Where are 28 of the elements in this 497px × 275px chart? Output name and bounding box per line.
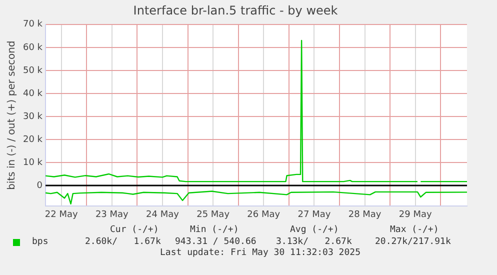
text: Cur (-/+) bbox=[110, 225, 159, 236]
y-tick-label: 10 k bbox=[22, 158, 44, 168]
x-tick-label: 22 May bbox=[44, 210, 78, 220]
x-tick-label: 26 May bbox=[247, 210, 281, 220]
x-tick-label: 25 May bbox=[196, 210, 230, 220]
text: 3.13k/ 2.67k bbox=[276, 237, 352, 248]
y-tick-label: 20 k bbox=[22, 134, 44, 145]
x-tick-label: 23 May bbox=[95, 210, 130, 220]
y-tick-label: 30 k bbox=[22, 112, 44, 122]
text: 943.31 / 540.66 bbox=[175, 237, 256, 248]
y-tick-label: 60 k bbox=[22, 42, 44, 53]
text: 20.27k/217.91k bbox=[375, 237, 451, 248]
text: Avg (-/+) bbox=[290, 225, 339, 236]
y-tick-label: 70 k bbox=[22, 20, 44, 30]
legend-label: bps bbox=[32, 237, 48, 247]
y-tick-label: 50 k bbox=[22, 66, 44, 76]
chart-title: Interface br-lan.5 traffic - by week bbox=[133, 3, 338, 18]
x-tick-label: 24 May bbox=[146, 210, 180, 220]
y-axis-title: bits in (-) / out (+) per second bbox=[6, 40, 18, 190]
y-tick-label: 0 bbox=[36, 180, 43, 191]
text: Max (-/+) bbox=[390, 225, 439, 236]
text: 2.60k/ 1.67k bbox=[85, 237, 161, 248]
text: Min (-/+) bbox=[190, 225, 239, 236]
x-tick-label: 29 May bbox=[398, 210, 432, 220]
x-tick-label: 28 May bbox=[348, 210, 382, 220]
text: Last update: Fri May 30 11:32:03 2025 bbox=[160, 248, 360, 259]
x-tick-label: 27 May bbox=[298, 210, 332, 220]
y-tick-label: 40 k bbox=[22, 88, 44, 99]
